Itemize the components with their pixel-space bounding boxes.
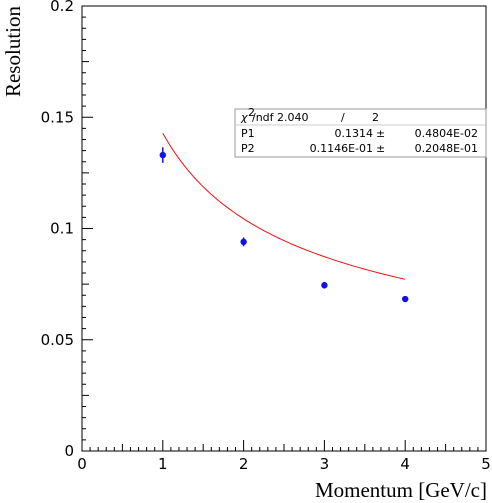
x-tick-label: 0 [77, 455, 87, 473]
x-axis-title: Momentum [GeV/c] [315, 478, 487, 502]
data-point [402, 295, 409, 303]
stats-ndf-value: 2 [372, 111, 379, 124]
stats-p2-pm: ± [376, 142, 385, 155]
plot-frame [81, 5, 487, 452]
data-point [240, 238, 247, 246]
tick-labels: 0 1 2 3 4 5 0 0.05 0.1 0.15 0.2 [41, 0, 491, 473]
data-points [159, 147, 409, 303]
y-tick-label: 0.2 [50, 0, 74, 15]
data-point [159, 151, 166, 159]
stats-chi2-label: /ndf [252, 111, 275, 124]
x-tick-label: 3 [320, 455, 330, 473]
stats-p1-value: 0.1314 [335, 127, 374, 140]
x-tick-label: 1 [158, 455, 168, 473]
y-tick-label: 0.1 [50, 220, 74, 238]
stats-chi2-symbol: χ [240, 111, 248, 124]
stats-p2-value: 0.1146E-01 [310, 142, 373, 155]
y-tick-label: 0.05 [41, 331, 74, 349]
x-tick-label: 2 [239, 455, 249, 473]
stats-box: χ 2 /ndf 2.040 / 2 P1 0.1314 ± 0.4804E-0… [234, 106, 487, 158]
stats-chi2-exponent: 2 [248, 106, 255, 119]
y-tick-label: 0.15 [41, 108, 74, 126]
x-tick-label: 4 [400, 455, 410, 473]
stats-p1-name: P1 [241, 127, 255, 140]
stats-chi2-value: 2.040 [277, 111, 309, 124]
axis-ticks [81, 5, 487, 452]
fit-curve [162, 132, 406, 280]
data-point [321, 282, 328, 289]
y-tick-label: 0 [64, 442, 74, 460]
stats-p2-error: 0.2048E-01 [415, 142, 478, 155]
stats-p2-name: P2 [241, 142, 255, 155]
stats-chi2-separator: / [341, 111, 345, 124]
stats-box-frame [234, 108, 487, 158]
stats-p1-error: 0.4804E-02 [415, 127, 478, 140]
x-tick-label: 5 [481, 455, 491, 473]
y-axis-title: Resolution [1, 6, 25, 98]
stats-p1-pm: ± [376, 127, 385, 140]
